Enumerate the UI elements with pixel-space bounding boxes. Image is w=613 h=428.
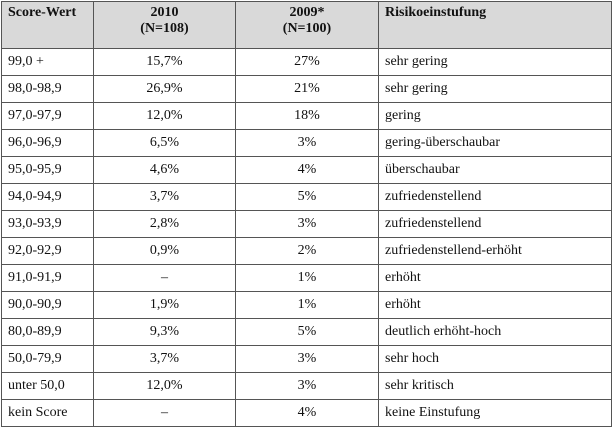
table-row: unter 50,0 12,0% 3% sehr kritisch: [1, 372, 612, 400]
table-row: 99,0 +15,7% 27% sehr gering: [1, 48, 612, 76]
score-cell: 90,0-90,9: [1, 291, 94, 319]
score-cell: 50,0-79,9: [1, 345, 94, 373]
header-risk: Risikoeinstufung: [378, 1, 612, 49]
value-2009-cell: 21%: [235, 75, 379, 103]
value-2010-cell: 15,7%: [93, 48, 236, 76]
table-row: 90,0-90,9 1,9% 1% erhöht: [1, 291, 612, 319]
score-cell: 96,0-96,9: [1, 129, 94, 157]
header-2009-year: 2009*: [289, 5, 325, 20]
value-2010-cell: 1,9%: [93, 291, 236, 319]
risk-cell: sehr hoch: [378, 345, 612, 373]
table-row: 94,0-94,9 3,7% 5% zufriedenstellend: [1, 183, 612, 211]
table-row: 80,0-89,9 9,3% 5% deutlich erhöht-hoch: [1, 318, 612, 346]
score-cell: 92,0-92,9: [1, 237, 94, 265]
risk-cell: erhöht: [378, 291, 612, 319]
table-row: 95,0-95,9 4,6% 4% überschaubar: [1, 156, 612, 184]
risk-cell: zufriedenstellend-erhöht: [378, 237, 612, 265]
value-2010-cell: 2,8%: [93, 210, 236, 238]
header-2010-year: 2010: [150, 5, 179, 20]
table-row: 96,0-96,9 6,5% 3% gering-überschaubar: [1, 129, 612, 157]
score-cell: kein Score: [1, 399, 94, 427]
risk-cell: sehr gering: [378, 48, 612, 76]
risk-cell: sehr kritisch: [378, 372, 612, 400]
table-body: 99,0 +15,7% 27% sehr gering 98,0-98,9 26,9% 2…: [1, 48, 612, 427]
value-2009-cell: 4%: [235, 156, 379, 184]
header-2010: 2010 (N=108): [93, 1, 236, 49]
value-2009-cell: 5%: [235, 318, 379, 346]
header-score: Score-Wert: [1, 1, 94, 49]
value-2009-cell: 3%: [235, 345, 379, 373]
score-cell: 91,0-91,9: [1, 264, 94, 292]
risk-cell: keine Einstufung: [378, 399, 612, 427]
header-2009-n: (N=100): [282, 21, 332, 36]
table-row: kein Score –4% keine Einstufung: [1, 399, 612, 427]
table-row: 92,0-92,9 0,9% 2% zufriedenstellend-erhöht: [1, 237, 612, 265]
risk-cell: gering: [378, 102, 612, 130]
score-cell: 98,0-98,9: [1, 75, 94, 103]
risk-cell: zufriedenstellend: [378, 210, 612, 238]
value-2010-cell: –: [93, 399, 236, 427]
risk-cell: gering-überschaubar: [378, 129, 612, 157]
table-header: Score-Wert 2010 (N=108) 2009* (N=100) Ri…: [1, 1, 612, 49]
value-2010-cell: 12,0%: [93, 372, 236, 400]
value-2010-cell: 9,3%: [93, 318, 236, 346]
score-cell: 94,0-94,9: [1, 183, 94, 211]
value-2010-cell: 0,9%: [93, 237, 236, 265]
header-row: Score-Wert 2010 (N=108) 2009* (N=100) Ri…: [1, 1, 612, 49]
value-2009-cell: 4%: [235, 399, 379, 427]
table-row: 93,0-93,9 2,8% 3% zufriedenstellend: [1, 210, 612, 238]
value-2010-cell: 6,5%: [93, 129, 236, 157]
value-2009-cell: 27%: [235, 48, 379, 76]
header-2009: 2009* (N=100): [235, 1, 379, 49]
value-2010-cell: –: [93, 264, 236, 292]
table-row: 91,0-91,9–1% erhöht: [1, 264, 612, 292]
value-2009-cell: 2%: [235, 237, 379, 265]
value-2010-cell: 26,9%: [93, 75, 236, 103]
value-2009-cell: 1%: [235, 291, 379, 319]
score-cell: 95,0-95,9: [1, 156, 94, 184]
risk-cell: überschaubar: [378, 156, 612, 184]
value-2009-cell: 3%: [235, 372, 379, 400]
header-2010-n: (N=108): [140, 21, 189, 36]
value-2009-cell: 3%: [235, 210, 379, 238]
table-row: 97,0-97,9 12,0% 18% gering: [1, 102, 612, 130]
risk-cell: deutlich erhöht-hoch: [378, 318, 612, 346]
score-cell: 97,0-97,9: [1, 102, 94, 130]
value-2010-cell: 3,7%: [93, 183, 236, 211]
value-2010-cell: 4,6%: [93, 156, 236, 184]
score-cell: 80,0-89,9: [1, 318, 94, 346]
value-2009-cell: 18%: [235, 102, 379, 130]
risk-cell: zufriedenstellend: [378, 183, 612, 211]
table-row: 98,0-98,9 26,9% 21% sehr gering: [1, 75, 612, 103]
value-2010-cell: 3,7%: [93, 345, 236, 373]
value-2009-cell: 3%: [235, 129, 379, 157]
score-cell: 93,0-93,9: [1, 210, 94, 238]
risk-cell: erhöht: [378, 264, 612, 292]
value-2009-cell: 1%: [235, 264, 379, 292]
score-cell: 99,0 +: [1, 48, 94, 76]
value-2010-cell: 12,0%: [93, 102, 236, 130]
value-2009-cell: 5%: [235, 183, 379, 211]
table-row: 50,0-79,9 3,7% 3% sehr hoch: [1, 345, 612, 373]
risk-cell: sehr gering: [378, 75, 612, 103]
score-cell: unter 50,0: [1, 372, 94, 400]
